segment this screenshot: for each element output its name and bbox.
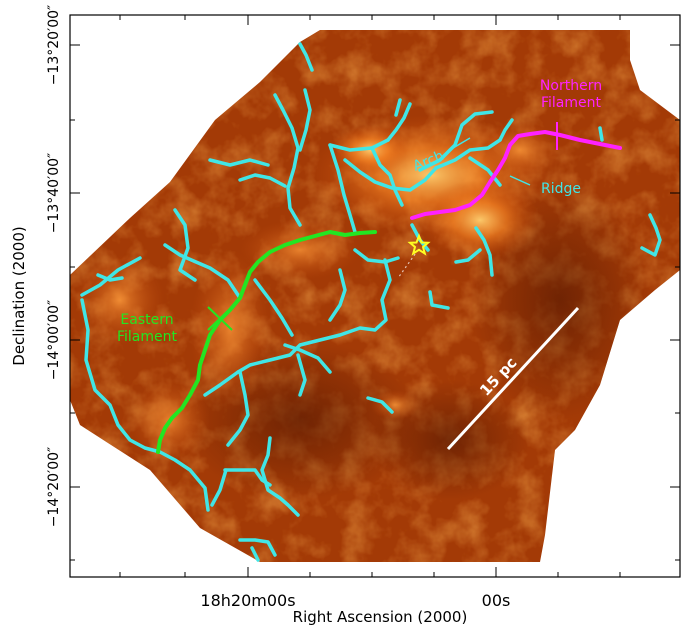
y-axis-title: Declination (2000) xyxy=(10,226,28,365)
y-tick-label: −13°40′00″ xyxy=(46,153,62,234)
eastern-filament-path xyxy=(156,230,377,454)
arch-pointer xyxy=(447,137,471,152)
plot-frame xyxy=(69,14,681,578)
eastern-filament-label-line1: Eastern xyxy=(120,312,173,328)
northern-filament-label-line1: Northern xyxy=(540,78,602,94)
scalebar-line xyxy=(446,306,580,451)
x-tick-label: 00s xyxy=(482,591,511,610)
northern-filament-label-line2: Filament xyxy=(541,95,602,111)
x-axis-title: Right Ascension (2000) xyxy=(293,608,468,626)
eastern-filament-label-line2: Filament xyxy=(117,329,178,345)
filament-network xyxy=(80,42,662,562)
y-tick-label: −14°00′00″ xyxy=(46,300,62,381)
eastern-filament-cross-marker xyxy=(207,306,233,331)
northern-filament-path xyxy=(410,130,622,220)
axis-ticks xyxy=(70,15,680,577)
y-tick-label: −13°20′00″ xyxy=(46,5,62,86)
x-tick-label: 18h20m00s xyxy=(200,591,295,610)
ridge-label: Ridge xyxy=(541,181,581,197)
y-tick-label: −14°20′00″ xyxy=(46,447,62,528)
ridge-pointer xyxy=(509,175,531,186)
star-icon xyxy=(407,233,431,256)
dotted-link xyxy=(397,249,419,279)
